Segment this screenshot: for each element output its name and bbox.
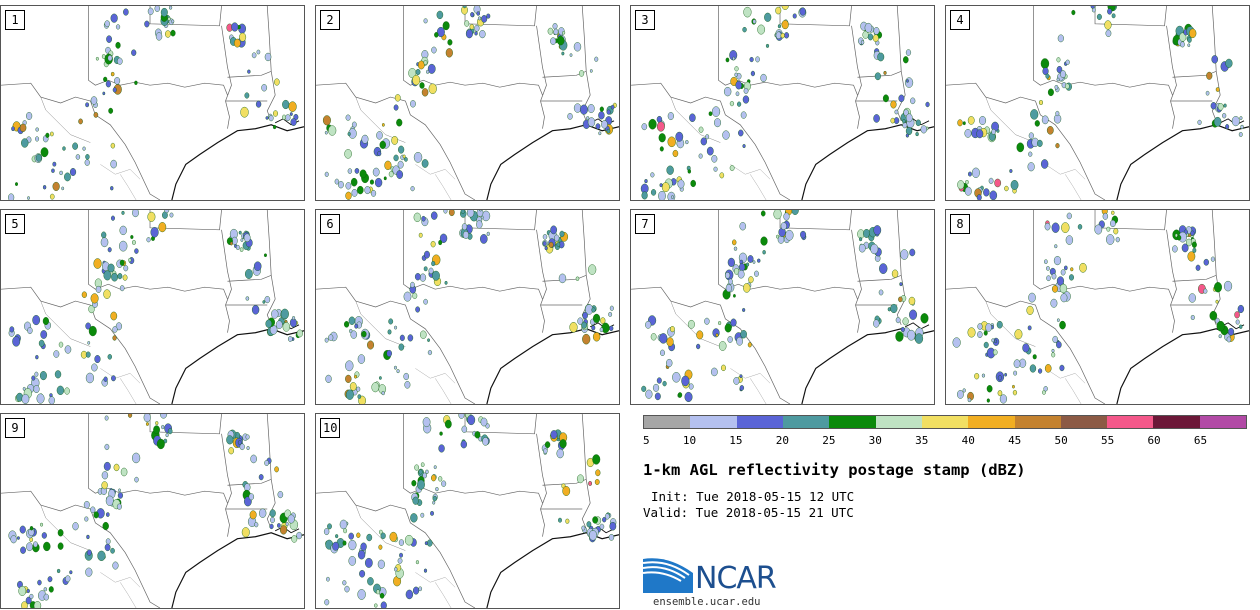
panel-number: 9 bbox=[5, 418, 25, 438]
ensemble-member-panel: 5 bbox=[0, 209, 305, 405]
ensemble-member-panel: 7 bbox=[630, 209, 935, 405]
panel-number: 10 bbox=[320, 418, 341, 438]
colorbar-segment bbox=[968, 416, 1015, 428]
valid-time: Valid: Tue 2018-05-15 21 UTC bbox=[643, 505, 854, 520]
colorbar-segment bbox=[921, 416, 969, 428]
colorbar-segment bbox=[1060, 416, 1108, 428]
colorbar-segment bbox=[736, 416, 783, 428]
colorbar-segment bbox=[690, 416, 737, 428]
panel-number: 6 bbox=[320, 214, 340, 234]
panel-number: 3 bbox=[635, 10, 655, 30]
reflectivity-map bbox=[946, 210, 1249, 404]
reflectivity-map bbox=[1, 6, 304, 200]
colorbar-tick-label: 65 bbox=[1193, 434, 1208, 447]
colorbar-segment bbox=[782, 416, 830, 428]
colorbar-segment bbox=[875, 416, 922, 428]
colorbar-tick-label: 5 bbox=[643, 434, 650, 447]
ensemble-member-panel: 1 bbox=[0, 5, 305, 201]
colorbar-segment bbox=[1107, 416, 1154, 428]
reflectivity-map bbox=[316, 210, 619, 404]
reflectivity-map bbox=[631, 6, 934, 200]
ensemble-member-panel: 10 bbox=[315, 413, 620, 609]
reflectivity-map bbox=[946, 6, 1249, 200]
figure-title: 1-km AGL reflectivity postage stamp (dBZ… bbox=[643, 461, 1026, 479]
ncar-logo-text: NCAR bbox=[695, 561, 777, 596]
colorbar-tick-label: 60 bbox=[1147, 434, 1161, 447]
ensemble-member-panel: 9 bbox=[0, 413, 305, 609]
reflectivity-colorbar bbox=[643, 415, 1247, 429]
colorbar-tick-label: 55 bbox=[1100, 434, 1115, 447]
colorbar-segment bbox=[644, 416, 691, 428]
reflectivity-map bbox=[316, 414, 619, 608]
reflectivity-map bbox=[631, 210, 934, 404]
panel-number: 5 bbox=[5, 214, 25, 234]
panel-number: 1 bbox=[5, 10, 25, 30]
colorbar-segment bbox=[1153, 416, 1200, 428]
reflectivity-map bbox=[316, 6, 619, 200]
panel-number: 8 bbox=[950, 214, 970, 234]
colorbar-tick-label: 25 bbox=[822, 434, 836, 447]
colorbar-tick-labels: 5 10 15 20 25 30 35 40 45 50 55 60 65 bbox=[643, 434, 1247, 448]
colorbar-tick-label: 35 bbox=[915, 434, 929, 447]
ensemble-member-panel: 3 bbox=[630, 5, 935, 201]
colorbar-segment bbox=[1199, 416, 1247, 428]
colorbar-segment bbox=[1014, 416, 1061, 428]
panel-number: 7 bbox=[635, 214, 655, 234]
panel-number: 2 bbox=[320, 10, 340, 30]
colorbar-tick-label: 50 bbox=[1054, 434, 1068, 447]
colorbar-tick-label: 45 bbox=[1008, 434, 1022, 447]
colorbar-tick-label: 20 bbox=[775, 434, 789, 447]
colorbar-tick-label: 40 bbox=[961, 434, 975, 447]
colorbar-tick-label: 10 bbox=[682, 434, 697, 447]
colorbar-tick-label: 15 bbox=[729, 434, 743, 447]
ncar-logo-icon bbox=[643, 558, 693, 593]
colorbar-tick-label: 30 bbox=[868, 434, 882, 447]
reflectivity-map bbox=[1, 414, 304, 608]
reflectivity-map bbox=[1, 210, 304, 404]
ensemble-member-panel: 6 bbox=[315, 209, 620, 405]
colorbar-segment bbox=[829, 416, 876, 428]
ensemble-member-panel: 8 bbox=[945, 209, 1250, 405]
panel-number: 4 bbox=[950, 10, 970, 30]
ensemble-member-panel: 4 bbox=[945, 5, 1250, 201]
init-time: Init: Tue 2018-05-15 12 UTC bbox=[651, 489, 855, 504]
ensemble-member-panel: 2 bbox=[315, 5, 620, 201]
website-url: ensemble.ucar.edu bbox=[653, 596, 761, 608]
